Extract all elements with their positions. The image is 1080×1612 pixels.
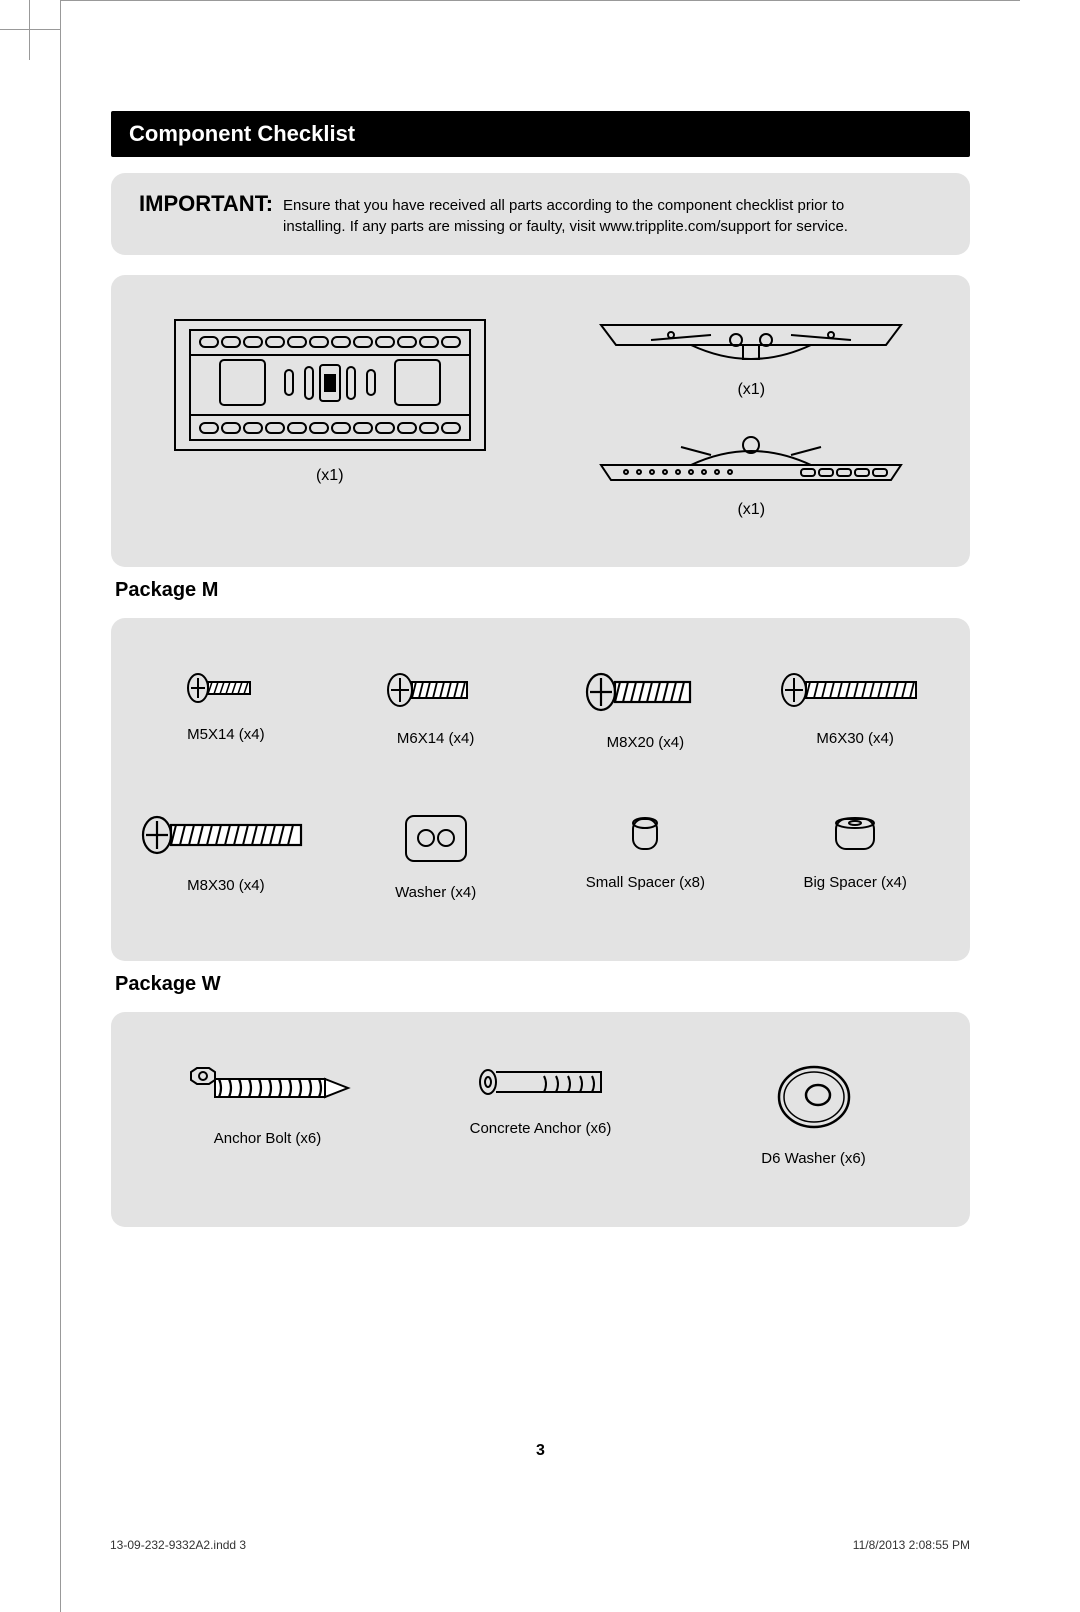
- screw-m8x20: M8X20 (x4): [551, 668, 741, 751]
- screw-m8x30: M8X30 (x4): [131, 811, 321, 901]
- d6-washer: D6 Washer (x6): [677, 1062, 950, 1167]
- bracket-bottom-icon: [591, 425, 911, 495]
- page-title: Component Checklist: [111, 111, 970, 157]
- package-m-heading: Package M: [115, 579, 970, 602]
- important-label: IMPORTANT:: [139, 191, 273, 217]
- bracket-top-icon: [591, 315, 911, 375]
- anchor-bolt: Anchor Bolt (x6): [131, 1062, 404, 1167]
- page-number: 3: [61, 1442, 1020, 1460]
- package-w-panel: Anchor Bolt (x6) Concrete Anchor (x6) D6…: [111, 1012, 970, 1227]
- concrete-anchor: Concrete Anchor (x6): [404, 1062, 677, 1167]
- screw-m6x14: M6X14 (x4): [341, 668, 531, 751]
- footer-right: 11/8/2013 2:08:55 PM: [853, 1538, 970, 1552]
- washer-plate: Washer (x4): [341, 811, 531, 901]
- bracket2-qty: (x1): [737, 501, 765, 519]
- important-text-1: Ensure that you have received all parts …: [283, 195, 942, 216]
- screw-m5x14: M5X14 (x4): [131, 668, 321, 751]
- bracket1-qty: (x1): [737, 381, 765, 399]
- screw-m6x30: M6X30 (x4): [760, 668, 950, 751]
- plate-qty: (x1): [316, 467, 344, 485]
- footer: 13-09-232-9332A2.indd 3 11/8/2013 2:08:5…: [110, 1538, 970, 1552]
- big-spacer: Big Spacer (x4): [760, 811, 950, 901]
- small-spacer: Small Spacer (x8): [551, 811, 741, 901]
- important-text-2: installing. If any parts are missing or …: [283, 216, 942, 237]
- package-m-panel: M5X14 (x4) M6X14 (x4) M8X20 (x4) M6X30 (…: [111, 618, 970, 961]
- wall-plate-icon: [170, 315, 490, 455]
- main-parts-panel: (x1) (x1): [111, 275, 970, 567]
- footer-left: 13-09-232-9332A2.indd 3: [110, 1538, 246, 1552]
- package-w-heading: Package W: [115, 973, 970, 996]
- important-panel: IMPORTANT: Ensure that you have received…: [111, 173, 970, 255]
